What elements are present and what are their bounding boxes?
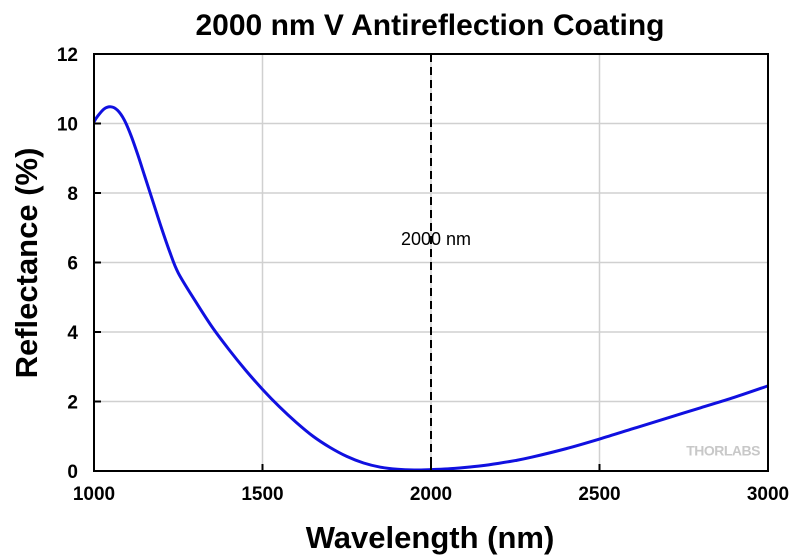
y-tick-label: 12 [57,45,78,66]
y-tick-label: 10 [57,115,78,136]
x-tick-label: 1500 [241,484,283,505]
x-axis-label: Wavelength (nm) [306,520,555,555]
x-tick-label: 2500 [578,484,620,505]
ticks [93,53,769,472]
y-axis-label: Reflectance (%) [9,148,44,379]
thorlabs-watermark: THORLABS [686,442,760,458]
x-tick-label: 3000 [747,484,789,505]
y-tick-label: 6 [67,254,78,275]
y-tick-labels: 0 2 4 6 8 10 12 [57,45,79,483]
x-tick-label: 2000 [410,484,452,505]
chart-title: 2000 nm V Antireflection Coating [196,9,665,42]
annotation-label: 2000 nm [401,229,471,249]
y-tick-label: 4 [67,323,78,344]
x-tick-labels: 1000 1500 2000 2500 3000 [73,484,789,505]
x-tick-label: 1000 [73,484,115,505]
plot-series [92,105,769,472]
y-tick-label: 0 [67,462,78,483]
y-tick-label: 8 [67,184,78,205]
reflectance-curve [92,105,769,472]
y-tick-label: 2 [67,393,78,414]
